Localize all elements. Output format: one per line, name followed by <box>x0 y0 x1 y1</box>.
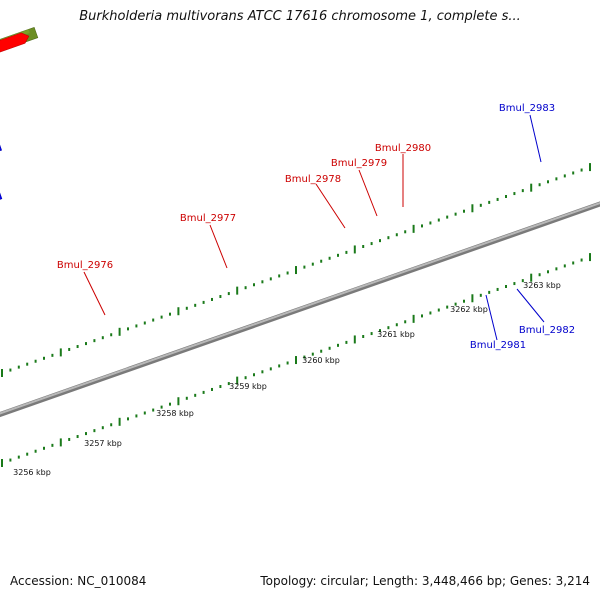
feature-gene-5[interactable] <box>0 31 31 87</box>
tick-marks-bottom <box>1 253 591 467</box>
gene-label[interactable]: Bmul_2978 <box>285 174 341 185</box>
feature-gene-10[interactable] <box>0 139 3 172</box>
backbone <box>0 201 600 418</box>
ruler-label: 3262 kbp <box>450 305 488 314</box>
gene-label[interactable]: Bmul_2983 <box>499 103 555 114</box>
leader-line <box>516 288 545 323</box>
ruler-label: 3258 kbp <box>156 409 194 418</box>
genome-summary-text: Topology: circular; Length: 3,448,466 bp… <box>260 574 590 588</box>
leader-line <box>83 271 106 316</box>
gene-label[interactable]: Bmul_2977 <box>180 213 236 224</box>
leader-line <box>529 114 542 163</box>
ruler-label: 3260 kbp <box>302 356 340 365</box>
feature-blocks <box>0 26 39 212</box>
leader-line <box>315 183 346 229</box>
gene-labels: Bmul_2976 Bmul_2977 Bmul_2978 Bmul_2979 Bmul… <box>57 103 575 351</box>
ruler-label: 3259 kbp <box>229 382 267 391</box>
leader-line <box>358 169 378 217</box>
gene-label[interactable]: Bmul_2976 <box>57 260 113 271</box>
ruler-label: 3263 kbp <box>523 281 561 290</box>
accession-text: Accession: NC_010084 <box>10 574 147 588</box>
feature-gene-15[interactable] <box>0 187 3 212</box>
gene-label[interactable]: Bmul_2979 <box>331 158 387 169</box>
leader-lines <box>83 114 545 341</box>
gene-label[interactable]: Bmul_2980 <box>375 143 431 154</box>
gene-label[interactable]: Bmul_2982 <box>519 325 575 336</box>
ruler-label: 3256 kbp <box>13 468 51 477</box>
ruler-labels: 3256 kbp 3257 kbp 3258 kbp 3259 kbp 3260 kbp… <box>13 281 561 477</box>
map-title: Burkholderia multivorans ATCC 17616 chro… <box>79 9 521 24</box>
gene-label[interactable]: Bmul_2981 <box>470 340 526 351</box>
leader-line <box>209 224 228 269</box>
ruler-label: 3261 kbp <box>377 330 415 339</box>
tick-marks-top <box>1 163 591 377</box>
leader-line <box>485 294 498 341</box>
ruler-label: 3257 kbp <box>84 439 122 448</box>
